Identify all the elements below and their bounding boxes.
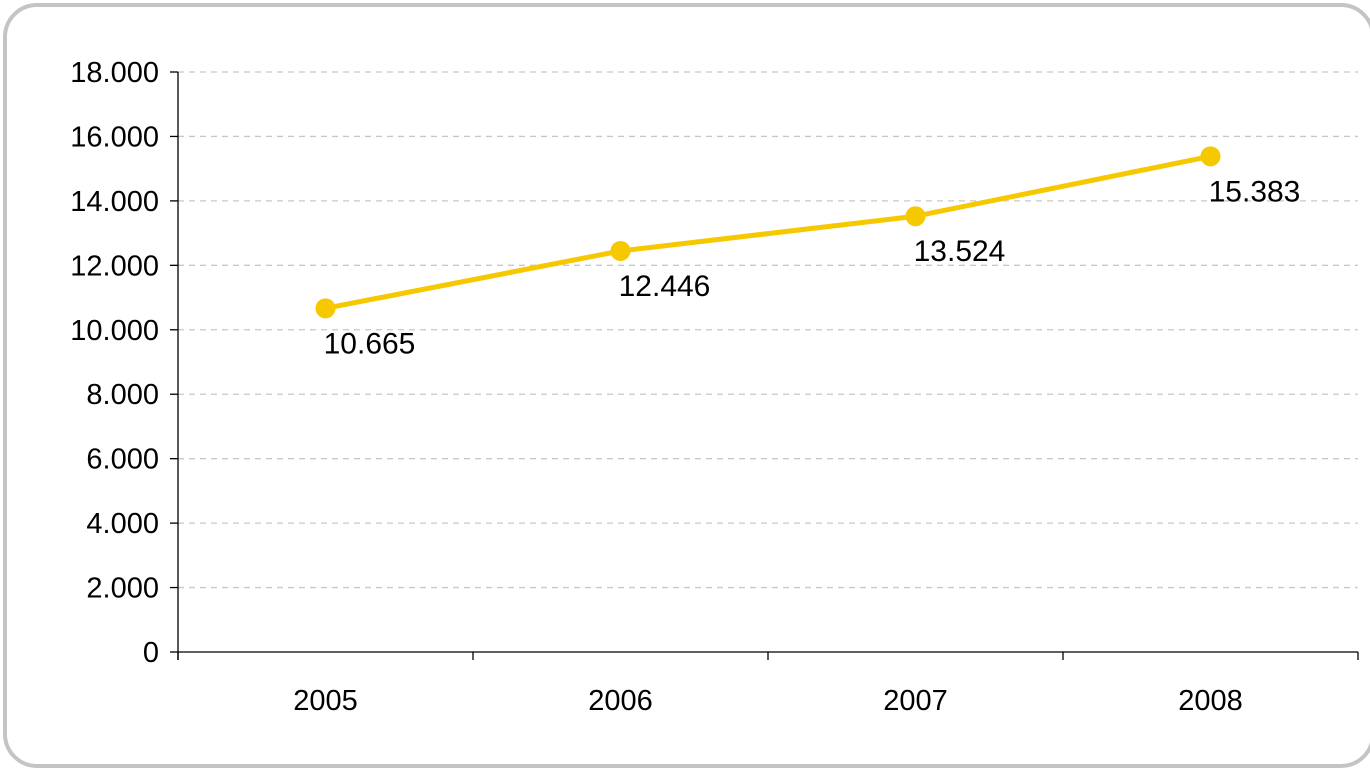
- y-tick-label: 2.000: [86, 573, 159, 605]
- data-label: 15.383: [1209, 175, 1301, 208]
- data-label: 10.665: [324, 327, 416, 360]
- data-point: [905, 206, 926, 227]
- y-tick-label: 12.000: [70, 250, 159, 282]
- labels: 0 2.000 4.000 6.000 8.000 10.000 12.000 14.000 1…: [70, 57, 1300, 717]
- series: [315, 146, 1221, 319]
- axes: [170, 71, 1359, 660]
- data-point: [315, 298, 336, 319]
- x-tick-label: 2007: [883, 685, 948, 717]
- chart-frame: [3, 3, 1370, 768]
- grid-lines: [178, 71, 1358, 589]
- y-tick-label: 0: [143, 637, 159, 669]
- y-tick-label: 4.000: [86, 508, 159, 540]
- y-tick-label: 14.000: [70, 186, 159, 218]
- data-point: [1200, 146, 1221, 167]
- x-tick-label: 2005: [293, 685, 358, 717]
- data-label: 12.446: [619, 270, 711, 303]
- data-label: 13.524: [914, 235, 1006, 268]
- y-tick-label: 6.000: [86, 444, 159, 476]
- series-line: [323, 153, 1213, 311]
- data-point: [610, 240, 631, 261]
- y-tick-label: 16.000: [70, 121, 159, 153]
- x-tick-label: 2008: [1178, 685, 1243, 717]
- y-tick-label: 18.000: [70, 57, 159, 89]
- y-tick-label: 8.000: [86, 379, 159, 411]
- y-tick-label: 10.000: [70, 315, 159, 347]
- x-tick-label: 2006: [588, 685, 653, 717]
